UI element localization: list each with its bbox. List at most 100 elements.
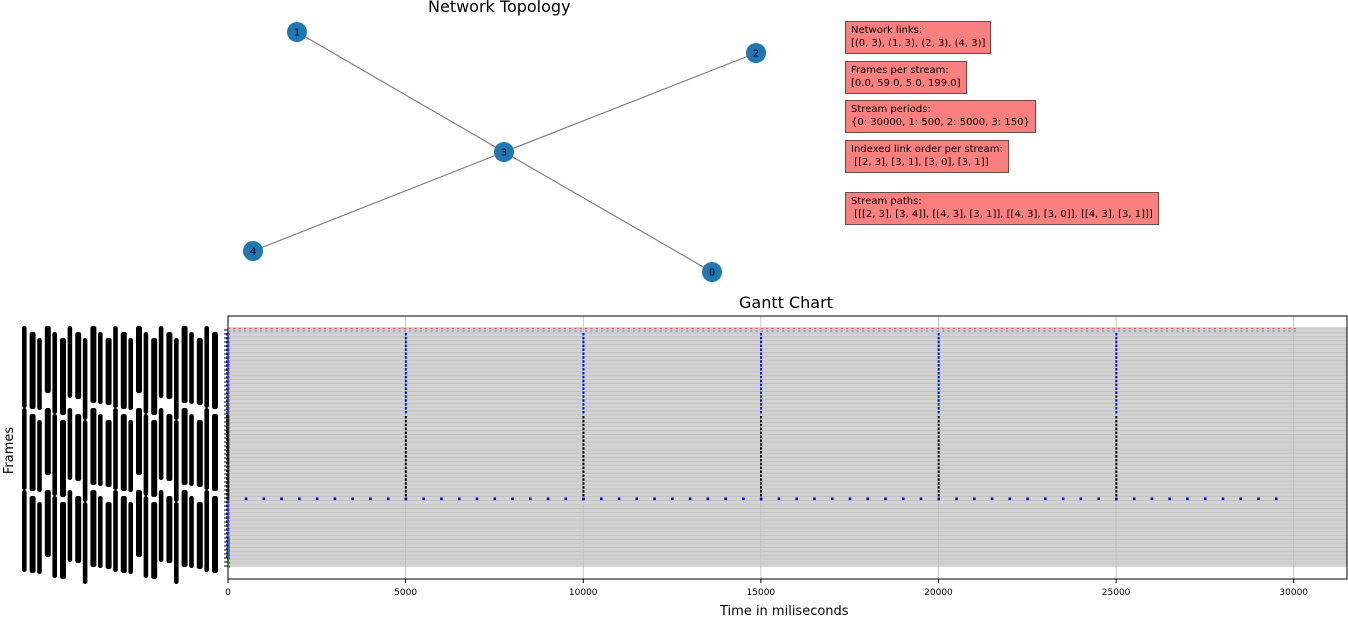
gantt-ytick-label — [212, 332, 218, 409]
gantt-mark — [760, 403, 763, 406]
gantt-mark — [696, 328, 700, 330]
gantt-mark — [937, 375, 940, 379]
gantt-mark — [1277, 328, 1280, 330]
gantt-mark — [1008, 497, 1012, 501]
gantt-mark — [638, 330, 641, 332]
gantt-mark — [760, 333, 763, 336]
gantt-ytick-label — [166, 332, 173, 399]
gantt-mark — [824, 330, 827, 332]
gantt-background — [228, 327, 1347, 567]
gantt-mark — [771, 328, 774, 330]
gantt-mark — [760, 478, 763, 481]
gantt-mark — [1272, 328, 1275, 330]
gantt-mark — [1115, 419, 1118, 423]
gantt-mark — [1016, 328, 1019, 330]
gantt-mark — [1000, 330, 1003, 332]
info-box-value: {0: 30000, 1: 500, 2: 5000, 3: 150} — [851, 116, 1030, 128]
gantt-mark — [840, 328, 843, 330]
gantt-xtick-label: 20000 — [924, 588, 953, 598]
gantt-mark — [419, 328, 423, 330]
gantt-mark — [1115, 431, 1118, 434]
gantt-mark — [952, 328, 955, 330]
gantt-mark — [671, 497, 674, 501]
gantt-xtick-label: 10000 — [569, 588, 598, 598]
gantt-mark — [643, 330, 646, 332]
gantt-mark — [937, 451, 940, 454]
gantt-mark — [1027, 328, 1030, 330]
gantt-mark — [1181, 328, 1185, 330]
gantt-mark — [1115, 344, 1118, 348]
gantt-mark — [616, 328, 620, 330]
gantt-mark — [528, 497, 532, 501]
gantt-mark — [582, 478, 585, 481]
gantt-mark — [904, 330, 907, 332]
gantt-mark — [582, 482, 585, 485]
gantt-mark — [404, 443, 407, 446]
info-box: Stream periods: {0: 30000, 1: 500, 2: 500… — [845, 100, 1036, 133]
gantt-mark — [226, 524, 230, 527]
gantt-mark — [318, 330, 321, 332]
gantt-mark — [1192, 330, 1195, 332]
gantt-mark — [989, 330, 993, 332]
gantt-mark — [280, 497, 283, 501]
gantt-mark — [582, 395, 585, 398]
gantt-mark — [361, 328, 364, 330]
gantt-mark — [937, 344, 940, 348]
gantt-mark — [627, 328, 630, 330]
gantt-mark — [760, 458, 763, 462]
gantt-mark — [323, 328, 327, 330]
info-box-value: [[[2, 3], [3, 4]], [[4, 3], [3, 1]], [[4… — [851, 208, 1153, 220]
gantt-mark — [361, 330, 364, 332]
gantt-mark — [1155, 328, 1158, 330]
gantt-mark — [582, 348, 585, 351]
gantt-mark — [226, 430, 230, 434]
gantt-mark — [226, 407, 230, 410]
gantt-mark — [760, 447, 763, 450]
gantt-mark — [653, 497, 656, 501]
gantt-mark — [638, 328, 641, 330]
gantt-mark — [782, 330, 785, 332]
topology-edge-1-3 — [296, 31, 505, 153]
gantt-mark — [937, 333, 940, 336]
gantt-mark — [760, 344, 763, 348]
gantt-ytick-label — [189, 414, 194, 486]
gantt-mark — [760, 330, 764, 332]
gantt-mark — [582, 470, 585, 473]
gantt-ytick-label — [82, 502, 88, 584]
gantt-mark — [792, 330, 796, 332]
info-box: Indexed link order per stream: [[2, 3], … — [845, 140, 1009, 173]
gantt-mark — [1005, 330, 1009, 332]
gantt-mark — [760, 352, 763, 355]
gantt-mark — [393, 330, 396, 332]
gantt-mark — [760, 340, 763, 344]
gantt-mark — [475, 497, 479, 501]
gantt-mark — [1115, 435, 1118, 438]
gantt-mark — [760, 490, 763, 493]
gantt-mark — [1224, 330, 1227, 332]
gantt-mark — [750, 328, 753, 330]
gantt-mark — [531, 328, 534, 330]
gantt-mark — [803, 330, 806, 332]
gantt-mark — [963, 328, 966, 330]
gantt-mark — [840, 330, 843, 332]
gantt-mark — [404, 458, 407, 462]
gantt-mark — [760, 435, 763, 438]
gantt-mark — [856, 330, 859, 332]
gantt-mark — [404, 423, 407, 427]
gantt-mark — [1256, 330, 1259, 332]
gantt-mark — [867, 330, 870, 332]
gantt-ytick-label — [174, 502, 179, 584]
gantt-ytick-label — [22, 490, 27, 572]
gantt-mark — [627, 330, 630, 332]
gantt-mark — [404, 470, 407, 473]
gantt-mark — [760, 439, 763, 442]
info-box-value: [[2, 3], [3, 1], [3, 0], [3, 1]] — [851, 156, 989, 168]
gantt-mark — [226, 551, 230, 554]
gantt-mark — [1096, 328, 1099, 330]
gantt-mark — [819, 330, 822, 332]
gantt-mark — [446, 328, 449, 330]
gantt-mark — [734, 330, 737, 332]
gantt-mark — [1132, 497, 1136, 501]
gantt-mark — [937, 431, 940, 434]
gantt-mark — [866, 497, 870, 501]
